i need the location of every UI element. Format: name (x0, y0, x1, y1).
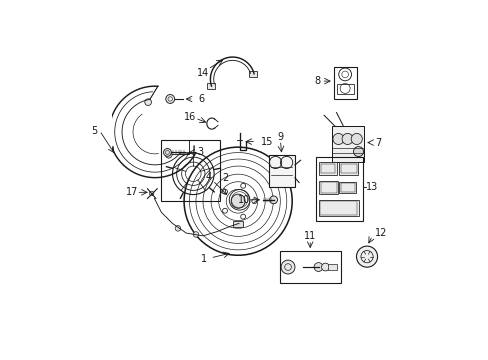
Circle shape (353, 147, 363, 157)
Circle shape (281, 260, 294, 274)
Text: 2: 2 (222, 173, 228, 183)
Text: 15: 15 (261, 136, 273, 147)
Bar (279, 251, 340, 283)
Bar (332, 126, 364, 162)
Bar (248, 71, 257, 77)
Text: 7: 7 (374, 138, 380, 148)
Text: 11: 11 (304, 231, 316, 241)
Bar (340, 183, 354, 192)
Text: 1: 1 (200, 253, 206, 264)
Bar (160, 140, 220, 201)
Circle shape (165, 152, 172, 158)
Text: 4: 4 (205, 172, 211, 182)
Text: 16: 16 (183, 112, 196, 122)
Circle shape (144, 99, 151, 105)
Bar (339, 162, 357, 175)
Bar (340, 164, 356, 174)
Bar (319, 181, 338, 194)
Circle shape (321, 263, 328, 271)
Bar (319, 162, 336, 175)
Circle shape (313, 262, 322, 271)
Bar (333, 67, 356, 99)
Bar (206, 83, 214, 89)
Bar (320, 164, 334, 174)
Text: 14: 14 (197, 68, 209, 77)
Bar (336, 84, 353, 94)
Bar (233, 221, 243, 227)
Circle shape (175, 226, 181, 231)
Text: 9: 9 (277, 132, 283, 141)
Bar (320, 183, 336, 193)
Circle shape (231, 194, 244, 208)
Circle shape (269, 196, 277, 204)
Circle shape (342, 134, 352, 144)
Text: 6: 6 (198, 94, 203, 104)
Circle shape (356, 246, 377, 267)
Text: 13: 13 (366, 183, 378, 193)
Bar (319, 201, 357, 215)
Bar (315, 157, 362, 221)
Circle shape (332, 134, 344, 144)
Text: 5: 5 (91, 126, 97, 135)
Circle shape (350, 134, 362, 144)
Bar (318, 200, 358, 216)
Bar (327, 264, 336, 270)
Circle shape (163, 149, 171, 156)
Text: 10: 10 (237, 195, 249, 205)
Circle shape (165, 95, 174, 103)
Text: 8: 8 (313, 76, 320, 86)
Text: 3: 3 (197, 147, 203, 157)
Circle shape (193, 232, 198, 237)
Bar (339, 182, 355, 193)
Text: 12: 12 (374, 228, 386, 238)
Bar (268, 156, 294, 187)
Text: 17: 17 (126, 187, 138, 197)
